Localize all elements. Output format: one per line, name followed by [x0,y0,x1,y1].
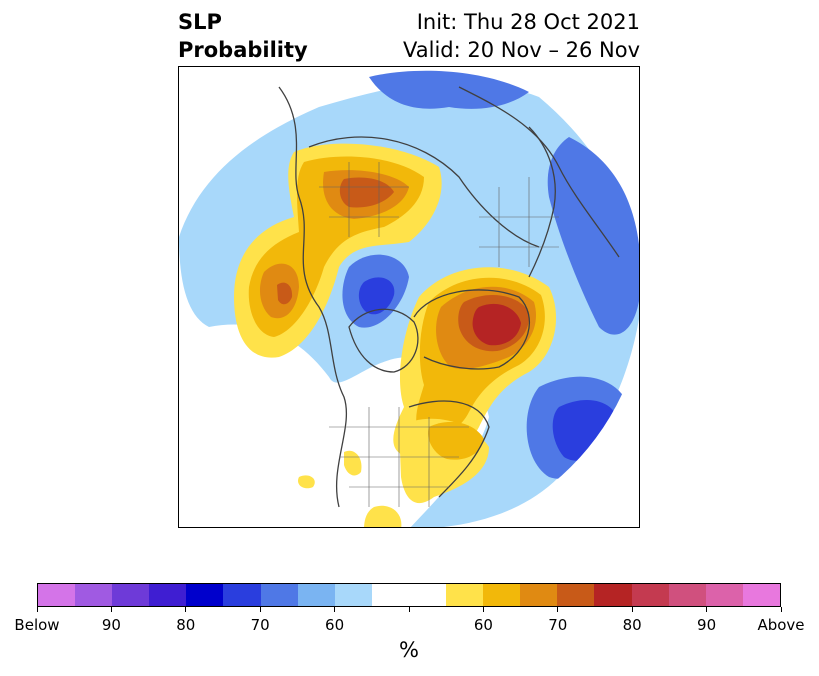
init-date: Init: Thu 28 Oct 2021 [416,10,640,34]
above-70-region-west [259,170,409,319]
colorbar-tick-label: 60 [325,616,345,634]
coastlines [278,86,620,508]
title-line-1: SLP [178,10,222,34]
colorbar-segment [705,584,743,606]
colorbar-segment [742,584,780,606]
colorbar-tick-label: 90 [101,616,121,634]
colorbar-tick [185,607,187,612]
colorbar-segment [112,584,150,606]
colorbar-segment [594,584,632,606]
title-line-2: Probability [178,38,308,62]
colorbar-segment [75,584,113,606]
colorbar-segment [149,584,187,606]
map-subtitle: Init: Thu 28 Oct 2021 Valid: 20 Nov – 26… [403,8,640,64]
borders [319,162,559,507]
above-65-region-eastern-us [428,421,484,460]
above-75-region-west [277,177,394,305]
colorbar-tick-label: Above [757,616,805,634]
colorbar-segment [38,584,76,606]
colorbar-segment [260,584,298,606]
valid-range: Valid: 20 Nov – 26 Nov [403,38,640,62]
colorbar-tick [706,607,708,612]
colorbar-segment [408,584,447,606]
colorbar-tick [557,607,559,612]
colorbar-segment [186,584,224,606]
colorbar-tick-label: 90 [697,616,717,634]
polar-map-svg [179,70,639,527]
map-title: SLP Probability [178,8,308,64]
colorbar-tick-label: 70 [548,616,568,634]
colorbar-tick-label: 60 [473,616,493,634]
colorbar-tick [334,607,336,612]
colorbar-unit: % [399,638,419,662]
colorbar-tick-label: 70 [250,616,270,634]
colorbar-tick-label: 80 [622,616,642,634]
colorbar-segment [520,584,558,606]
colorbar-segment [446,584,484,606]
colorbar-segment [334,584,372,606]
colorbar-segment [668,584,706,606]
colorbar-segment [631,584,669,606]
below-70-region-north [369,70,529,109]
colorbar-tick [259,607,261,612]
colorbar-segment [557,584,595,606]
colorbar-tick [482,607,484,612]
probability-colorbar [37,583,781,607]
below-80-region-hudson [358,277,395,315]
colorbar-tick [631,607,633,612]
colorbar-tick [110,607,112,612]
below-80-region-atlantic [552,399,619,461]
colorbar-segment [223,584,261,606]
probability-map [178,66,640,528]
colorbar-segment [297,584,335,606]
above-60-region-gulf [364,505,402,527]
colorbar-tick [408,607,410,612]
colorbar-tick-label: 80 [176,616,196,634]
colorbar-segment [371,584,409,606]
colorbar-tick [780,607,782,612]
colorbar-tick-label: Below [14,616,60,634]
colorbar-tick [36,607,38,612]
below-70-region-east [547,137,639,335]
colorbar-segment [483,584,521,606]
above-60-region-mexico [298,450,362,489]
above-80-region-east [472,303,521,346]
